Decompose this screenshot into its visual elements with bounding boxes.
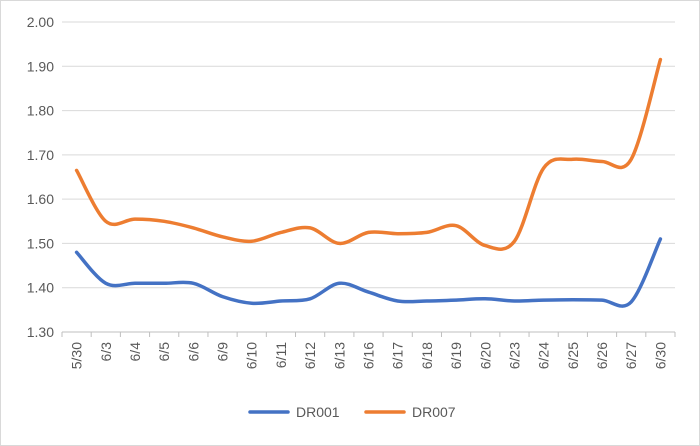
y-tick-label: 1.50 <box>27 235 54 251</box>
x-tick-label: 6/3 <box>98 342 114 362</box>
x-tick-label: 6/30 <box>652 342 668 369</box>
y-tick-label: 2.00 <box>27 14 54 30</box>
legend: DR001 DR007 <box>248 404 456 420</box>
series-lines <box>74 57 663 308</box>
series-line-dr007 <box>74 57 663 251</box>
x-tick-label: 6/27 <box>623 342 639 369</box>
x-tick-label: 6/18 <box>419 342 435 369</box>
x-tick-label: 6/24 <box>536 342 552 369</box>
x-tick-label: 6/13 <box>331 342 347 369</box>
x-tick-label: 6/17 <box>390 342 406 369</box>
legend-label-dr001: DR001 <box>296 404 340 420</box>
x-tick-label: 6/25 <box>565 342 581 369</box>
x-tick-label: 6/12 <box>302 342 318 369</box>
x-tick-label: 6/4 <box>127 342 143 362</box>
x-tick-label: 6/9 <box>215 342 231 362</box>
y-tick-label: 1.30 <box>27 324 54 340</box>
y-tick-label: 1.40 <box>27 280 54 296</box>
x-tick-label: 6/20 <box>477 342 493 369</box>
x-tick-label: 6/23 <box>506 342 522 369</box>
x-tick-label: 6/6 <box>185 342 201 362</box>
y-tick-label: 1.60 <box>27 191 54 207</box>
x-axis: 5/30 6/3 6/4 6/5 6/6 6/9 6/10 6/11 6/12 6/13 6/16 6… <box>61 331 676 369</box>
x-tick-label: 6/10 <box>244 342 260 369</box>
x-tick-label: 6/26 <box>594 342 610 369</box>
y-tick-label: 1.70 <box>27 147 54 163</box>
y-tick-label: 1.80 <box>27 103 54 119</box>
y-axis: 1.30 1.40 1.50 1.60 1.70 1.80 1.90 2.00 <box>27 14 54 340</box>
x-tick-label: 6/5 <box>156 342 172 362</box>
x-tick-label: 5/30 <box>69 342 85 369</box>
gridlines <box>62 21 675 289</box>
y-tick-label: 1.90 <box>27 58 54 74</box>
x-tick-label: 6/16 <box>361 342 377 369</box>
series-line-dr001 <box>74 237 663 308</box>
legend-label-dr007: DR007 <box>412 404 456 420</box>
x-tick-label: 6/19 <box>448 342 464 369</box>
x-tick-label: 6/11 <box>273 342 289 368</box>
